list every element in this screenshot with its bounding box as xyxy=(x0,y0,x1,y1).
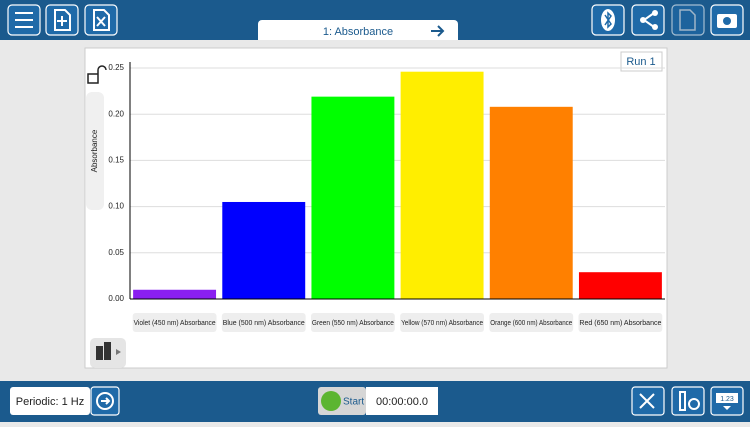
tab[interactable]: 1: Absorbance xyxy=(258,20,458,40)
share-button[interactable] xyxy=(631,4,665,36)
time-text: 00:00:00.0 xyxy=(376,396,428,408)
y-label-background[interactable] xyxy=(86,92,104,210)
y-tick-label: 0.15 xyxy=(108,156,124,165)
x-tick-label: Green (550 nm) Absorbance xyxy=(312,320,394,327)
y-tick-label: 0.10 xyxy=(108,202,124,211)
tab-title: 1: Absorbance xyxy=(323,26,393,38)
new-file-button[interactable] xyxy=(45,4,79,36)
timer-mode-button[interactable] xyxy=(90,386,120,416)
menu-button[interactable] xyxy=(7,4,41,36)
mode-button[interactable]: Periodic: 1 Hz xyxy=(10,387,90,415)
bar xyxy=(222,201,306,299)
y-tick-label: 0.20 xyxy=(108,109,124,118)
bar xyxy=(400,71,484,299)
y-tick-label: 0.25 xyxy=(108,63,124,72)
category-label-background xyxy=(489,313,574,332)
sensor-settings-button[interactable] xyxy=(671,386,705,416)
bar xyxy=(311,96,395,299)
data-browser-button[interactable] xyxy=(90,338,126,368)
tab-background xyxy=(258,20,458,40)
meter-button[interactable]: 1.23 xyxy=(710,386,744,416)
start-text: Start xyxy=(343,397,364,408)
run-label-text: Run 1 xyxy=(626,56,655,68)
y-tick-label: 0.05 xyxy=(108,248,124,257)
time-display xyxy=(366,387,438,415)
category-label-background xyxy=(311,313,395,332)
close-file-button[interactable] xyxy=(84,4,118,36)
annotate-button[interactable] xyxy=(671,4,705,36)
y-axis-label: Absorbance xyxy=(90,129,99,172)
x-tick-label: Red (650 nm) Absorbance xyxy=(579,320,661,327)
x-tick-label: Yellow (570 nm) Absorbance xyxy=(401,320,483,327)
category-label-background xyxy=(578,313,663,332)
tools-button[interactable] xyxy=(631,386,665,416)
mode-text: Periodic: 1 Hz xyxy=(16,396,84,408)
camera-button[interactable] xyxy=(710,4,744,36)
category-label-background xyxy=(221,313,306,332)
category-label-background xyxy=(132,313,217,332)
x-tick-label: Orange (600 nm) Absorbance xyxy=(490,320,572,327)
bluetooth-button[interactable] xyxy=(591,4,625,36)
x-tick-label: Violet (450 nm) Absorbance xyxy=(134,320,216,327)
x-tick-label: Blue (500 nm) Absorbance xyxy=(223,320,305,327)
y-tick-label: 0.00 xyxy=(108,294,124,303)
category-label-background xyxy=(400,313,484,332)
run-label[interactable]: Run 1 xyxy=(620,51,663,72)
bar xyxy=(133,289,217,299)
meter-text: 1.23 xyxy=(720,396,734,403)
bar xyxy=(489,106,573,299)
bar xyxy=(578,272,662,299)
start-button[interactable]: Start xyxy=(318,387,366,415)
lock-icon[interactable] xyxy=(87,65,107,84)
tab-arrow xyxy=(431,25,445,37)
